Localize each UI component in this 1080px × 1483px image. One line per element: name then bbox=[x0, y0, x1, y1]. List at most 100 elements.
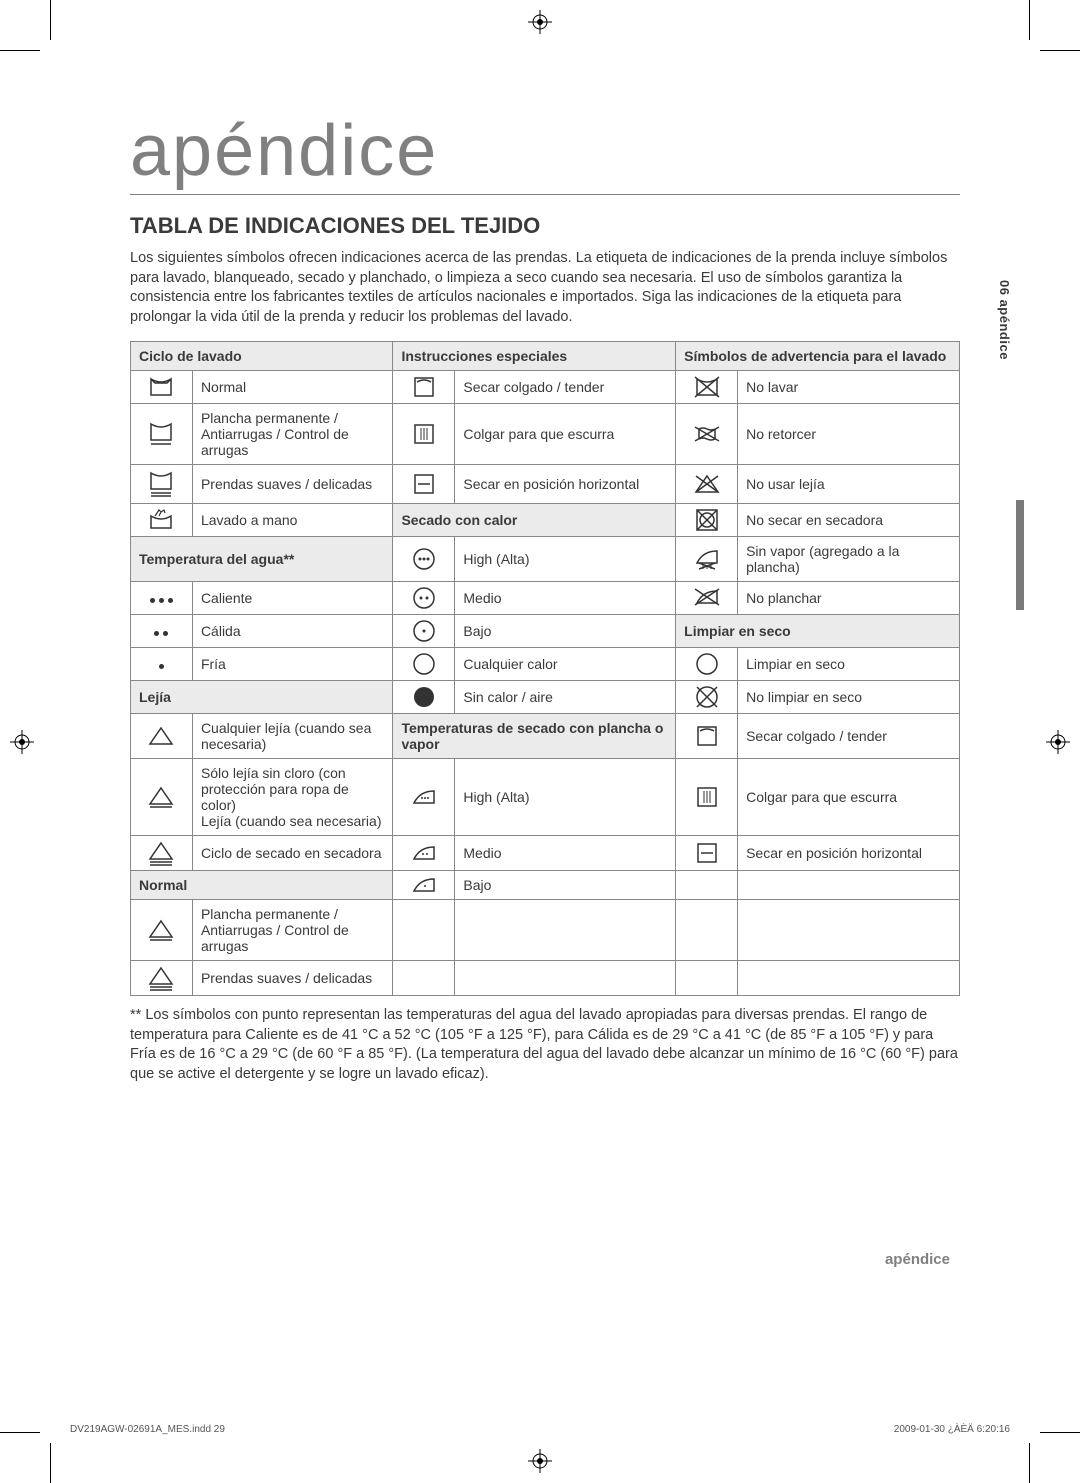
empty-cell bbox=[393, 961, 455, 996]
cell: Secar en posición horizontal bbox=[738, 836, 960, 871]
crop-mark bbox=[0, 50, 40, 51]
cell: Colgar para que escurra bbox=[738, 759, 960, 836]
page-title: apéndice bbox=[130, 110, 960, 195]
cell: Plancha permanente / Antiarrugas / Contr… bbox=[192, 900, 393, 961]
dry-flat-icon bbox=[393, 465, 455, 504]
cell: Secar en posición horizontal bbox=[455, 465, 676, 504]
section-heading: TABLA DE INDICACIONES DEL TEJIDO bbox=[130, 213, 960, 239]
cell: High (Alta) bbox=[455, 759, 676, 836]
table-row: Cálida Bajo Limpiar en seco bbox=[131, 615, 960, 648]
cell: Prendas suaves / delicadas bbox=[192, 465, 393, 504]
sub-heading: Secado con calor bbox=[393, 504, 676, 537]
drip-dry-icon bbox=[393, 404, 455, 465]
sub-heading: Temperatura del agua** bbox=[131, 537, 393, 582]
tumble-dry-any-icon bbox=[393, 648, 455, 681]
cell: No planchar bbox=[738, 582, 960, 615]
cell: No retorcer bbox=[738, 404, 960, 465]
cell: Medio bbox=[455, 836, 676, 871]
cell: Secar colgado / tender bbox=[455, 371, 676, 404]
iron-medium-icon bbox=[393, 836, 455, 871]
table-row: Ciclo de secado en secadora Medio Secar … bbox=[131, 836, 960, 871]
column-header: Ciclo de lavado bbox=[131, 342, 393, 371]
cell: Sin calor / aire bbox=[455, 681, 676, 714]
water-warm-icon bbox=[131, 615, 193, 648]
table-row: Sólo lejía sin cloro (con protección par… bbox=[131, 759, 960, 836]
cell: No usar lejía bbox=[738, 465, 960, 504]
dry-clean-icon bbox=[676, 648, 738, 681]
dry-line-icon bbox=[676, 714, 738, 759]
wash-perm-press-icon bbox=[131, 404, 193, 465]
section-tab-label: 06 apéndice bbox=[997, 280, 1012, 360]
page-content: apéndice TABLA DE INDICACIONES DEL TEJID… bbox=[130, 110, 960, 1099]
cell: No lavar bbox=[738, 371, 960, 404]
cell: Lavado a mano bbox=[192, 504, 393, 537]
cell: Fría bbox=[192, 648, 393, 681]
cell bbox=[738, 900, 960, 961]
dry-flat-icon bbox=[676, 836, 738, 871]
hand-wash-icon bbox=[131, 504, 193, 537]
cell: Bajo bbox=[455, 615, 676, 648]
table-row: Plancha permanente / Antiarrugas / Contr… bbox=[131, 900, 960, 961]
cell: Limpiar en seco bbox=[738, 648, 960, 681]
do-not-tumble-dry-icon bbox=[676, 504, 738, 537]
crop-mark bbox=[50, 1443, 51, 1483]
table-row: Fría Cualquier calor Limpiar en seco bbox=[131, 648, 960, 681]
cell: Prendas suaves / delicadas bbox=[192, 961, 393, 996]
water-hot-icon bbox=[131, 582, 193, 615]
tumble-dry-high-icon bbox=[393, 537, 455, 582]
cell: Caliente bbox=[192, 582, 393, 615]
cell: Cualquier lejía (cuando sea necesaria) bbox=[192, 714, 393, 759]
table-row: Lejía Sin calor / aire No limpiar en sec… bbox=[131, 681, 960, 714]
cell: No limpiar en seco bbox=[738, 681, 960, 714]
cell: High (Alta) bbox=[455, 537, 676, 582]
crop-mark bbox=[1040, 50, 1080, 51]
table-row: Ciclo de lavado Instrucciones especiales… bbox=[131, 342, 960, 371]
footnote-text: ** Los símbolos con punto representan la… bbox=[130, 1006, 960, 1084]
table-row: Temperatura del agua** High (Alta) Sin v… bbox=[131, 537, 960, 582]
do-not-wash-icon bbox=[676, 371, 738, 404]
table-row: Normal Secar colgado / tender No lavar bbox=[131, 371, 960, 404]
drip-dry-icon bbox=[676, 759, 738, 836]
registration-mark-icon bbox=[528, 1449, 552, 1473]
sub-heading: Limpiar en seco bbox=[676, 615, 960, 648]
cell: Sólo lejía sin cloro (con protección par… bbox=[192, 759, 393, 836]
table-row: Cualquier lejía (cuando sea necesaria) T… bbox=[131, 714, 960, 759]
cell: Colgar para que escurra bbox=[455, 404, 676, 465]
bleach-any-icon bbox=[131, 714, 193, 759]
tumble-dry-low-icon bbox=[393, 615, 455, 648]
do-not-iron-icon bbox=[676, 582, 738, 615]
cell bbox=[455, 900, 676, 961]
table-row: Plancha permanente / Antiarrugas / Contr… bbox=[131, 404, 960, 465]
cell bbox=[738, 961, 960, 996]
iron-low-icon bbox=[393, 871, 455, 900]
table-row: Prendas suaves / delicadas bbox=[131, 961, 960, 996]
cell: No secar en secadora bbox=[738, 504, 960, 537]
table-row: Normal Bajo bbox=[131, 871, 960, 900]
iron-high-icon bbox=[393, 759, 455, 836]
crop-mark bbox=[1040, 1432, 1080, 1433]
cell bbox=[455, 961, 676, 996]
cell: Sin vapor (agregado a la plancha) bbox=[738, 537, 960, 582]
do-not-dry-clean-icon bbox=[676, 681, 738, 714]
table-row: Caliente Medio No planchar bbox=[131, 582, 960, 615]
cell: Medio bbox=[455, 582, 676, 615]
empty-cell bbox=[676, 900, 738, 961]
footer-timestamp: 2009-01-30 ¿ÀÈÄ 6:20:16 bbox=[894, 1424, 1010, 1435]
tumble-dry-medium-icon bbox=[393, 582, 455, 615]
table-row: Lavado a mano Secado con calor No secar … bbox=[131, 504, 960, 537]
wash-delicate-icon bbox=[131, 465, 193, 504]
tumble-dry-no-heat-icon bbox=[393, 681, 455, 714]
column-header: Instrucciones especiales bbox=[393, 342, 676, 371]
cell: Secar colgado / tender bbox=[738, 714, 960, 759]
column-header: Símbolos de advertencia para el lavado bbox=[676, 342, 960, 371]
dry-perm-press-icon bbox=[131, 900, 193, 961]
empty-cell bbox=[676, 871, 738, 900]
wash-normal-icon bbox=[131, 371, 193, 404]
footer-filename: DV219AGW-02691A_MES.indd 29 bbox=[70, 1424, 225, 1435]
registration-mark-icon bbox=[1046, 730, 1070, 754]
cell: Ciclo de secado en secadora bbox=[192, 836, 393, 871]
sub-heading: Normal bbox=[131, 871, 393, 900]
section-tab-bar bbox=[1016, 500, 1024, 610]
cell: Cálida bbox=[192, 615, 393, 648]
fabric-care-table: Ciclo de lavado Instrucciones especiales… bbox=[130, 341, 960, 996]
